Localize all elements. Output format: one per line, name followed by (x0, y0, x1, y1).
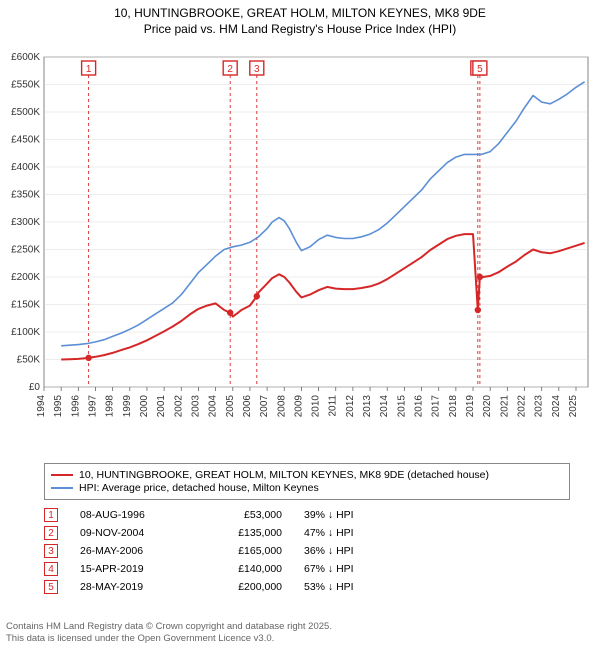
event-index: 4 (44, 562, 58, 576)
legend-label-pricepaid: 10, HUNTINGBROOKE, GREAT HOLM, MILTON KE… (79, 469, 489, 481)
svg-text:£250K: £250K (11, 245, 40, 256)
event-price: £200,000 (202, 581, 282, 593)
event-index: 1 (44, 508, 58, 522)
legend-swatch-pricepaid (51, 474, 73, 476)
svg-text:3: 3 (254, 64, 260, 75)
svg-text:2: 2 (227, 64, 233, 75)
svg-text:2024: 2024 (551, 395, 562, 418)
legend: 10, HUNTINGBROOKE, GREAT HOLM, MILTON KE… (44, 463, 570, 500)
event-pct: 53% ↓ HPI (304, 581, 394, 593)
svg-text:1994: 1994 (36, 395, 47, 418)
event-price: £135,000 (202, 527, 282, 539)
svg-text:2007: 2007 (259, 395, 270, 418)
event-index: 2 (44, 526, 58, 540)
svg-text:£200K: £200K (11, 272, 40, 283)
svg-text:2014: 2014 (379, 395, 390, 418)
event-price: £165,000 (202, 545, 282, 557)
svg-text:£50K: £50K (17, 355, 41, 366)
event-row: 1 08-AUG-1996 £53,000 39% ↓ HPI (44, 508, 570, 522)
chart-area: £0 £50K £100K £150K £200K £250K £300K £350K £400… (0, 37, 600, 457)
svg-text:2010: 2010 (311, 395, 322, 418)
event-date: 08-AUG-1996 (80, 509, 180, 521)
svg-text:1998: 1998 (105, 395, 116, 418)
svg-text:2017: 2017 (431, 395, 442, 418)
svg-text:2008: 2008 (276, 395, 287, 418)
svg-text:2025: 2025 (568, 395, 579, 418)
event-price: £140,000 (202, 563, 282, 575)
svg-text:£0: £0 (29, 382, 41, 393)
svg-text:2003: 2003 (190, 395, 201, 418)
svg-text:2013: 2013 (362, 395, 373, 418)
svg-text:1995: 1995 (53, 395, 64, 418)
event-row: 4 15-APR-2019 £140,000 67% ↓ HPI (44, 562, 570, 576)
event-date: 26-MAY-2006 (80, 545, 180, 557)
svg-text:2006: 2006 (242, 395, 253, 418)
svg-text:£500K: £500K (11, 107, 40, 118)
svg-text:1999: 1999 (122, 395, 133, 418)
footer-line-1: Contains HM Land Registry data © Crown c… (6, 621, 332, 632)
chart-title: 10, HUNTINGBROOKE, GREAT HOLM, MILTON KE… (0, 0, 600, 37)
svg-text:£450K: £450K (11, 135, 40, 146)
footer-attribution: Contains HM Land Registry data © Crown c… (6, 621, 332, 644)
event-pct: 36% ↓ HPI (304, 545, 394, 557)
event-pct: 67% ↓ HPI (304, 563, 394, 575)
svg-text:2011: 2011 (328, 395, 339, 417)
footer-line-2: This data is licensed under the Open Gov… (6, 633, 332, 644)
svg-text:2019: 2019 (465, 395, 476, 418)
svg-text:2018: 2018 (448, 395, 459, 418)
svg-text:2004: 2004 (208, 395, 219, 418)
chart-svg: £0 £50K £100K £150K £200K £250K £300K £350K £400… (0, 37, 600, 457)
svg-text:1: 1 (86, 64, 92, 75)
svg-text:2022: 2022 (517, 395, 528, 418)
svg-text:2015: 2015 (396, 395, 407, 418)
svg-text:£400K: £400K (11, 162, 40, 173)
svg-text:2005: 2005 (225, 395, 236, 418)
event-row: 5 28-MAY-2019 £200,000 53% ↓ HPI (44, 580, 570, 594)
svg-text:2021: 2021 (499, 395, 510, 418)
svg-text:1997: 1997 (87, 395, 98, 418)
svg-text:£600K: £600K (11, 52, 40, 63)
svg-text:2012: 2012 (345, 395, 356, 418)
event-index: 5 (44, 580, 58, 594)
event-date: 28-MAY-2019 (80, 581, 180, 593)
svg-text:2023: 2023 (534, 395, 545, 418)
legend-label-hpi: HPI: Average price, detached house, Milt… (79, 482, 319, 494)
svg-text:£550K: £550K (11, 80, 40, 91)
event-pct: 47% ↓ HPI (304, 527, 394, 539)
event-row: 3 26-MAY-2006 £165,000 36% ↓ HPI (44, 544, 570, 558)
svg-text:£100K: £100K (11, 327, 40, 338)
legend-row-pricepaid: 10, HUNTINGBROOKE, GREAT HOLM, MILTON KE… (51, 469, 563, 481)
title-line-1: 10, HUNTINGBROOKE, GREAT HOLM, MILTON KE… (0, 6, 600, 22)
event-date: 09-NOV-2004 (80, 527, 180, 539)
svg-text:1996: 1996 (70, 395, 81, 418)
legend-swatch-hpi (51, 487, 73, 489)
svg-text:£350K: £350K (11, 190, 40, 201)
svg-text:2002: 2002 (173, 395, 184, 418)
svg-text:2020: 2020 (482, 395, 493, 418)
events-table: 1 08-AUG-1996 £53,000 39% ↓ HPI 2 09-NOV-2004… (44, 508, 570, 594)
legend-row-hpi: HPI: Average price, detached house, Milt… (51, 482, 563, 494)
title-line-2: Price paid vs. HM Land Registry's House … (0, 22, 600, 38)
svg-text:2001: 2001 (156, 395, 167, 418)
svg-text:5: 5 (477, 64, 483, 75)
event-date: 15-APR-2019 (80, 563, 180, 575)
event-price: £53,000 (202, 509, 282, 521)
svg-text:£150K: £150K (11, 300, 40, 311)
svg-text:2009: 2009 (293, 395, 304, 418)
svg-text:2000: 2000 (139, 395, 150, 418)
svg-text:£300K: £300K (11, 217, 40, 228)
event-pct: 39% ↓ HPI (304, 509, 394, 521)
event-row: 2 09-NOV-2004 £135,000 47% ↓ HPI (44, 526, 570, 540)
svg-text:2016: 2016 (414, 395, 425, 418)
event-index: 3 (44, 544, 58, 558)
